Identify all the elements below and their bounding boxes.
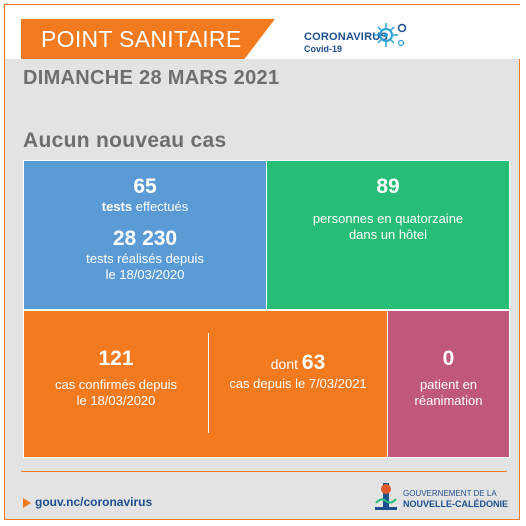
icu-label-2: réanimation bbox=[414, 393, 483, 408]
gov-line-1: GOUVERNEMENT DE LA bbox=[403, 489, 497, 498]
tests-label: tests effectués bbox=[24, 199, 266, 215]
arrow-right-icon bbox=[23, 497, 31, 508]
tests-label-rest: effectués bbox=[132, 199, 189, 214]
coronavirus-logo: CORONAVIRUS Covid-19 bbox=[294, 21, 407, 57]
quarantine-label-1: personnes en quatorzaine bbox=[312, 211, 464, 226]
icu-card: 0 patient en réanimation bbox=[387, 310, 510, 458]
quarantine-card: 89 personnes en quatorzaine dans un hôte… bbox=[266, 160, 510, 310]
date-heading: DIMANCHE 28 MARS 2021 bbox=[23, 67, 280, 89]
territory-emblem-icon bbox=[375, 483, 397, 510]
confirmed-main: 121 cas confirmés depuis le 18/03/2020 bbox=[24, 347, 208, 409]
infographic-frame: POINT SANITAIRE CORONAVIRUS Covid-19 DIM… bbox=[4, 4, 521, 520]
tests-label-bold: tests bbox=[101, 199, 133, 214]
icu-label-1: patient en bbox=[419, 377, 478, 392]
dont-count: 63 bbox=[301, 351, 326, 374]
virus-icon bbox=[374, 23, 407, 47]
gov-line-2: NOUVELLE-CALÉDONIE bbox=[403, 499, 509, 509]
confirmed-count: 121 bbox=[98, 347, 134, 370]
status-subtitle: Aucun nouveau cas bbox=[23, 129, 227, 152]
logo-subtitle: Covid-19 bbox=[304, 44, 343, 54]
confirmed-recent: dont 63 cas depuis le 7/03/2021 bbox=[209, 352, 387, 392]
tests-count: 65 bbox=[133, 175, 157, 198]
header-bar: POINT SANITAIRE CORONAVIRUS Covid-19 bbox=[5, 5, 521, 59]
website-link-text[interactable]: gouv.nc/coronavirus bbox=[35, 495, 153, 509]
tests-total: 28 230 bbox=[112, 227, 178, 250]
tests-total-label-2: le 18/03/2020 bbox=[105, 267, 185, 282]
government-logo: GOUVERNEMENT DE LA NOUVELLE-CALÉDONIE bbox=[373, 477, 513, 517]
footer-divider bbox=[21, 471, 507, 472]
quarantine-count: 89 bbox=[376, 175, 400, 198]
dont-line: dont 63 bbox=[209, 352, 387, 373]
icu-count: 0 bbox=[442, 347, 455, 370]
dont-prefix: dont bbox=[270, 356, 302, 372]
card-divider bbox=[208, 333, 209, 433]
confirmed-label-2: le 18/03/2020 bbox=[76, 393, 156, 408]
banner-title: POINT SANITAIRE bbox=[21, 19, 275, 59]
confirmed-card: 121 cas confirmés depuis le 18/03/2020 d… bbox=[23, 310, 388, 458]
logo-title: CORONAVIRUS bbox=[304, 31, 388, 43]
confirmed-label-1: cas confirmés depuis bbox=[54, 377, 178, 392]
website-link[interactable]: gouv.nc/coronavirus bbox=[23, 495, 152, 509]
tests-total-label-1: tests réalisés depuis bbox=[86, 251, 204, 266]
dont-label: cas depuis le 7/03/2021 bbox=[229, 376, 367, 391]
tests-card: 65 tests effectués 28 230 tests réalisés… bbox=[23, 160, 267, 310]
quarantine-label-2: dans un hôtel bbox=[348, 227, 428, 242]
